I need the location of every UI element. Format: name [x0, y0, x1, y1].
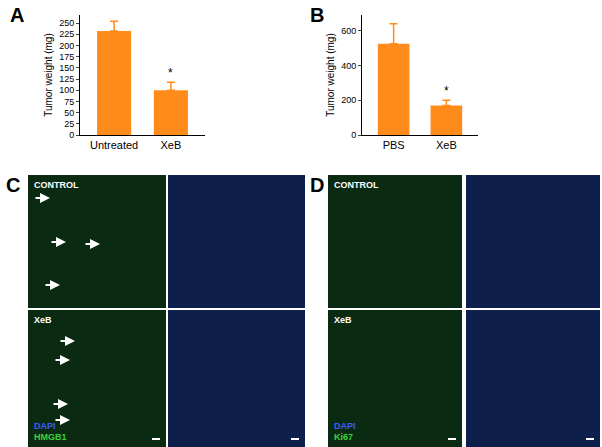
svg-text:75: 75: [64, 97, 74, 107]
svg-text:250: 250: [59, 18, 74, 28]
svg-text:DAPI: DAPI: [334, 421, 356, 431]
svg-text:0: 0: [351, 130, 356, 140]
svg-text:CONTROL: CONTROL: [34, 180, 79, 190]
svg-text:125: 125: [59, 74, 74, 84]
svg-text:XeB: XeB: [436, 139, 457, 151]
svg-text:HMGB1: HMGB1: [34, 432, 67, 442]
svg-text:200: 200: [59, 41, 74, 51]
svg-text:Tumor weight (mg): Tumor weight (mg): [43, 33, 54, 117]
svg-text:B: B: [310, 4, 324, 26]
svg-text:400: 400: [341, 61, 356, 71]
svg-text:50: 50: [64, 108, 74, 118]
svg-text:0: 0: [69, 130, 74, 140]
svg-text:225: 225: [59, 29, 74, 39]
svg-text:600: 600: [341, 26, 356, 36]
svg-text:25: 25: [64, 119, 74, 129]
svg-text:A: A: [10, 4, 24, 26]
svg-text:175: 175: [59, 52, 74, 62]
svg-text:XeB: XeB: [34, 315, 52, 325]
svg-text:200: 200: [341, 95, 356, 105]
svg-text:*: *: [444, 84, 449, 98]
svg-text:C: C: [6, 174, 20, 196]
svg-text:100: 100: [59, 85, 74, 95]
svg-text:150: 150: [59, 63, 74, 73]
svg-text:Tumor weight (mg): Tumor weight (mg): [325, 33, 336, 117]
svg-text:*: *: [168, 66, 173, 80]
svg-text:PBS: PBS: [383, 139, 405, 151]
svg-text:XeB: XeB: [161, 139, 182, 151]
svg-text:D: D: [310, 174, 324, 196]
svg-text:DAPI: DAPI: [34, 421, 56, 431]
svg-text:Ki67: Ki67: [334, 432, 353, 442]
svg-text:XeB: XeB: [334, 315, 352, 325]
svg-text:CONTROL: CONTROL: [334, 180, 379, 190]
svg-text:Untreated: Untreated: [90, 139, 138, 151]
